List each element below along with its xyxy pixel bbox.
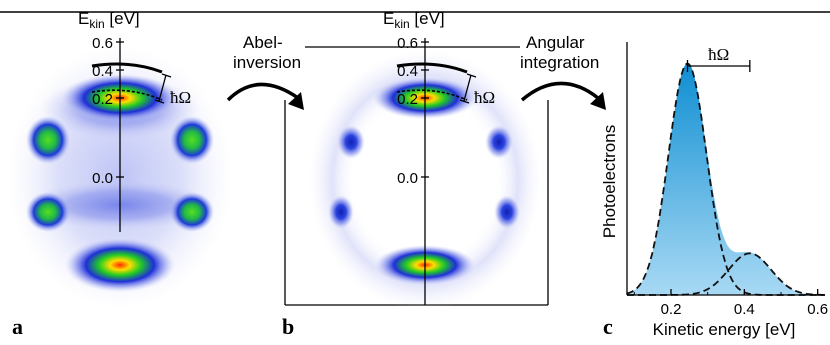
spectrum-hbar-marker (686, 60, 751, 72)
angular-arrow-head (590, 92, 606, 110)
x-tick-label: 0.6 (807, 301, 828, 318)
abel-label-line2: inversion (233, 53, 301, 72)
panel-b-tick-label: 0.2 (397, 91, 418, 108)
x-tick-label: 0.2 (661, 301, 682, 318)
panel-b-blob-left-lower (328, 195, 354, 229)
y-axis-label: Photoelectrons (600, 125, 619, 238)
panel-a-axis-title: Ekin [eV] (78, 9, 140, 31)
panel-b-blob-left-upper (337, 125, 365, 159)
x-tick-label: 0.4 (734, 301, 755, 318)
arrow-angular-integration: Angular integration (520, 33, 606, 110)
panel-a-blob-left-lower (26, 192, 70, 232)
spectrum-axes: 0.2 0.4 0.6 (626, 42, 828, 318)
panel-a-blob-bottom (65, 238, 175, 292)
panel-b-ticks (421, 41, 429, 178)
panel-b-blob-right-lower (494, 195, 520, 229)
panel-a-tick-label: 0.0 (92, 170, 113, 187)
panel-c: 0.2 0.4 0.6 ħΩ Photoelectrons Kinetic ener… (600, 42, 828, 339)
panel-a-tick-label: 0.6 (92, 35, 113, 52)
panel-a-blob-right-lower (170, 192, 214, 232)
abel-arrow-curve (226, 82, 300, 102)
spectrum-plot (626, 62, 825, 296)
panel-a-upper-arc (91, 62, 163, 74)
panel-b-hbar-bracket (459, 73, 477, 104)
arrow-abel-inversion: Abel- inversion (226, 33, 304, 110)
panel-c-hbar-omega: ħΩ (708, 45, 729, 64)
panel-a-tick-label: 0.2 (92, 91, 113, 108)
panel-b-axis-title: Ekin [eV] (383, 9, 445, 31)
panel-b-upper-arc (396, 62, 468, 74)
panel-b-lower-arc (396, 89, 468, 101)
spectrum-area (627, 63, 825, 295)
panel-b-tick-label: 0.4 (397, 63, 418, 80)
angular-label-line1: Angular (526, 33, 585, 52)
panel-b-tick-label: 0.6 (397, 35, 418, 52)
panel-a-ticks (116, 41, 124, 178)
abel-label-line1: Abel- (243, 33, 283, 52)
angular-arrow-curve (520, 81, 600, 102)
panel-b-label: b (282, 314, 294, 339)
panel-b-tick-label: 0.0 (397, 170, 418, 187)
x-axis-label: Kinetic energy [eV] (653, 320, 796, 339)
panel-a-lower-arc (91, 89, 163, 101)
panel-a-blob-left-upper (26, 116, 70, 164)
panel-a: 0.6 0.4 0.2 0.0 Ekin [eV] ħΩ a (8, 9, 232, 339)
angular-label-line2: integration (520, 53, 599, 72)
panel-a-blob-right-upper (170, 116, 214, 164)
panel-a-hbar-bracket (154, 73, 172, 104)
panel-a-tick-label: 0.4 (92, 63, 113, 80)
panel-b-hbar-omega: ħΩ (474, 88, 495, 107)
panel-a-label: a (12, 314, 23, 339)
panel-b: 0.6 0.4 0.2 0.0 Ekin [eV] ħΩ b (282, 9, 549, 339)
panel-b-blob-right-upper (485, 125, 513, 159)
panel-c-label: c (603, 314, 613, 339)
panel-a-hbar-omega: ħΩ (170, 88, 191, 107)
abel-arrow-head (288, 92, 304, 110)
